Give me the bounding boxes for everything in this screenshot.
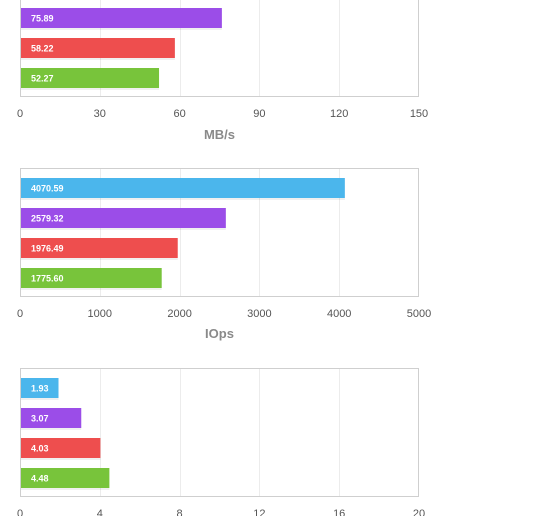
bar bbox=[21, 38, 175, 58]
data-label: 2579.32 bbox=[31, 214, 64, 224]
tick-label: 30 bbox=[94, 108, 106, 120]
data-label: 1976.49 bbox=[31, 244, 64, 254]
chart-3: 1.93 3.07 4.03 4.48 0 4 8 12 16 20 bbox=[17, 368, 425, 516]
axis-label: IOps bbox=[205, 326, 234, 341]
bar bbox=[21, 238, 178, 258]
chart-1: 75.89 58.22 52.27 0 30 60 90 120 150 MB/s bbox=[17, 0, 428, 142]
tick-label: 60 bbox=[173, 108, 185, 120]
data-label: 4.48 bbox=[31, 474, 49, 484]
tick-label: 3000 bbox=[247, 308, 271, 320]
chart-2: 4070.59 2579.32 1976.49 1775.60 0 1000 2000 300… bbox=[17, 168, 431, 341]
tick-label: 0 bbox=[17, 308, 23, 320]
tick-label: 0 bbox=[17, 508, 23, 516]
bar bbox=[21, 378, 59, 398]
tick-label: 2000 bbox=[167, 308, 191, 320]
tick-label: 20 bbox=[413, 508, 425, 516]
data-label: 52.27 bbox=[31, 74, 54, 84]
tick-label: 1000 bbox=[88, 308, 112, 320]
tick-label: 5000 bbox=[407, 308, 431, 320]
bar bbox=[21, 268, 162, 288]
tick-label: 8 bbox=[177, 508, 183, 516]
data-label: 75.89 bbox=[31, 14, 54, 24]
tick-label: 90 bbox=[253, 108, 265, 120]
tick-label: 0 bbox=[17, 108, 23, 120]
bar bbox=[21, 438, 101, 458]
data-label: 58.22 bbox=[31, 44, 54, 54]
tick-label: 12 bbox=[253, 508, 265, 516]
bar bbox=[21, 468, 110, 488]
tick-label: 16 bbox=[333, 508, 345, 516]
bar bbox=[21, 178, 345, 198]
bar bbox=[21, 208, 226, 228]
axis-label: MB/s bbox=[204, 127, 235, 142]
data-label: 3.07 bbox=[31, 414, 49, 424]
data-label: 1.93 bbox=[31, 384, 49, 394]
tick-label: 150 bbox=[410, 108, 428, 120]
data-label: 4070.59 bbox=[31, 184, 64, 194]
data-label: 4.03 bbox=[31, 444, 49, 454]
bar bbox=[21, 8, 222, 28]
bar bbox=[21, 408, 82, 428]
tick-label: 120 bbox=[330, 108, 348, 120]
tick-label: 4000 bbox=[327, 308, 351, 320]
bar bbox=[21, 68, 160, 88]
data-label: 1775.60 bbox=[31, 274, 64, 284]
tick-label: 4 bbox=[97, 508, 103, 516]
